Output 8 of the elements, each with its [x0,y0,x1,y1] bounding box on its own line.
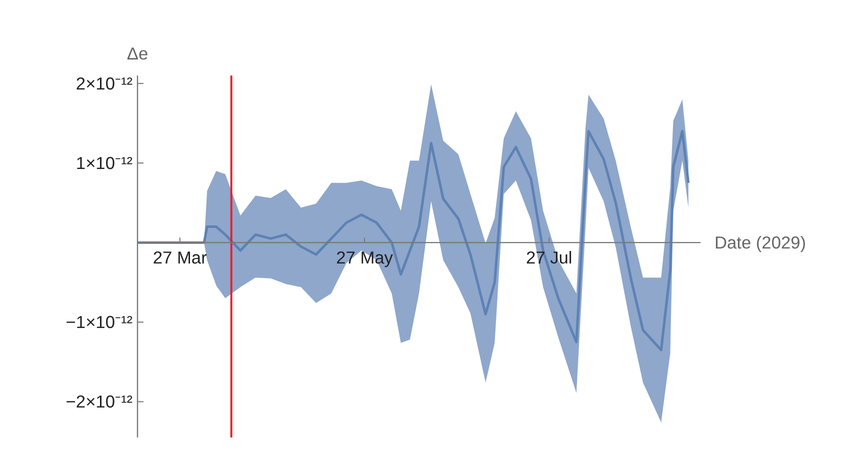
x-tick-label: 27 Jul [526,248,572,268]
y-tick-label: 2×10⁻¹² [76,73,133,94]
y-axis-title: Δe [126,44,148,64]
x-axis-title: Date (2029) [714,232,806,253]
y-tick-label: −2×10⁻¹² [66,392,133,412]
y-tick-label: −1×10⁻¹² [66,312,133,332]
x-tick-label: 27 Mar [152,248,208,268]
y-tick-label: 1×10⁻¹² [76,153,133,174]
